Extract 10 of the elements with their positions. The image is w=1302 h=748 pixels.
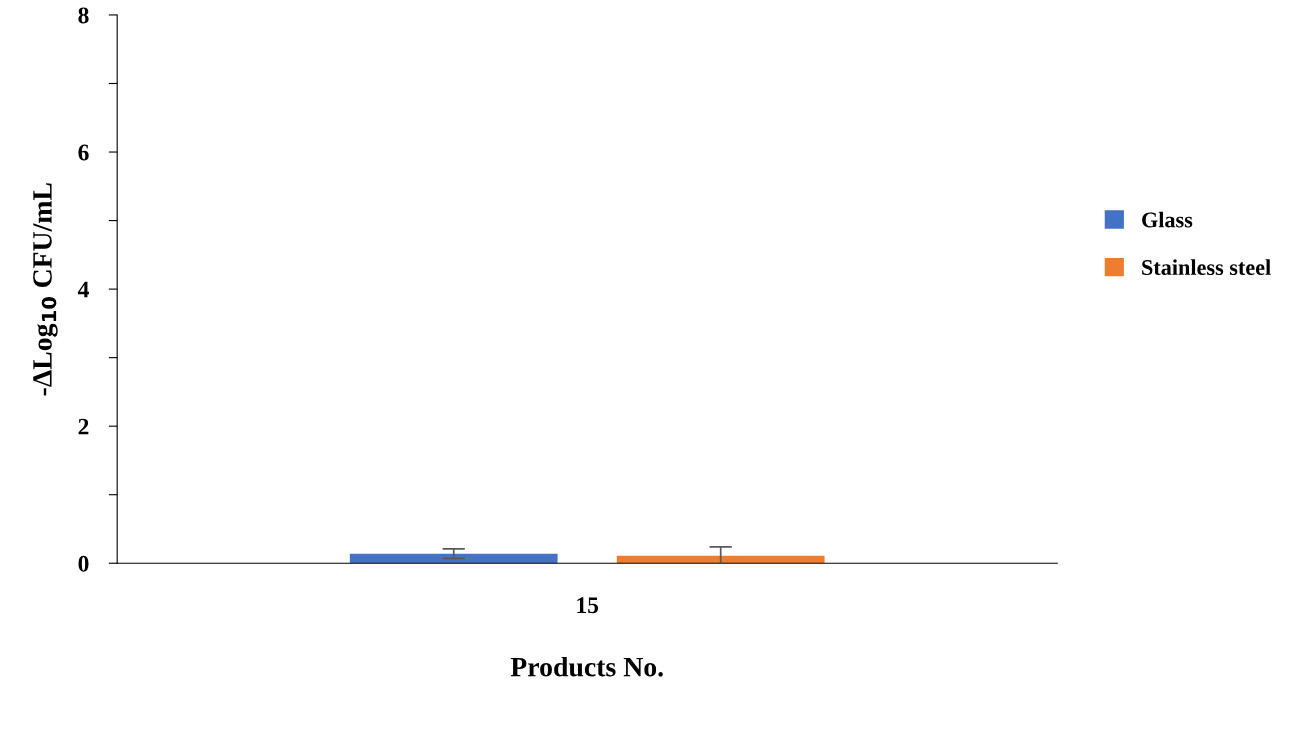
x-tick-label: 15	[577, 597, 599, 614]
legend-label: Stainless steel	[1142, 259, 1271, 276]
y-tick-label: 6	[78, 144, 89, 161]
y-tick-label: 4	[77, 281, 89, 298]
y-axis-title: -ΔLog$_{10}$ CFU/mL	[33, 183, 58, 396]
y-tick-label: 0	[78, 555, 89, 572]
legend-label: Glass	[1142, 211, 1193, 228]
y-tick-label: 8	[78, 7, 89, 24]
y-tick-label: 2	[78, 418, 89, 435]
x-axis-title: Products No.	[510, 656, 663, 677]
